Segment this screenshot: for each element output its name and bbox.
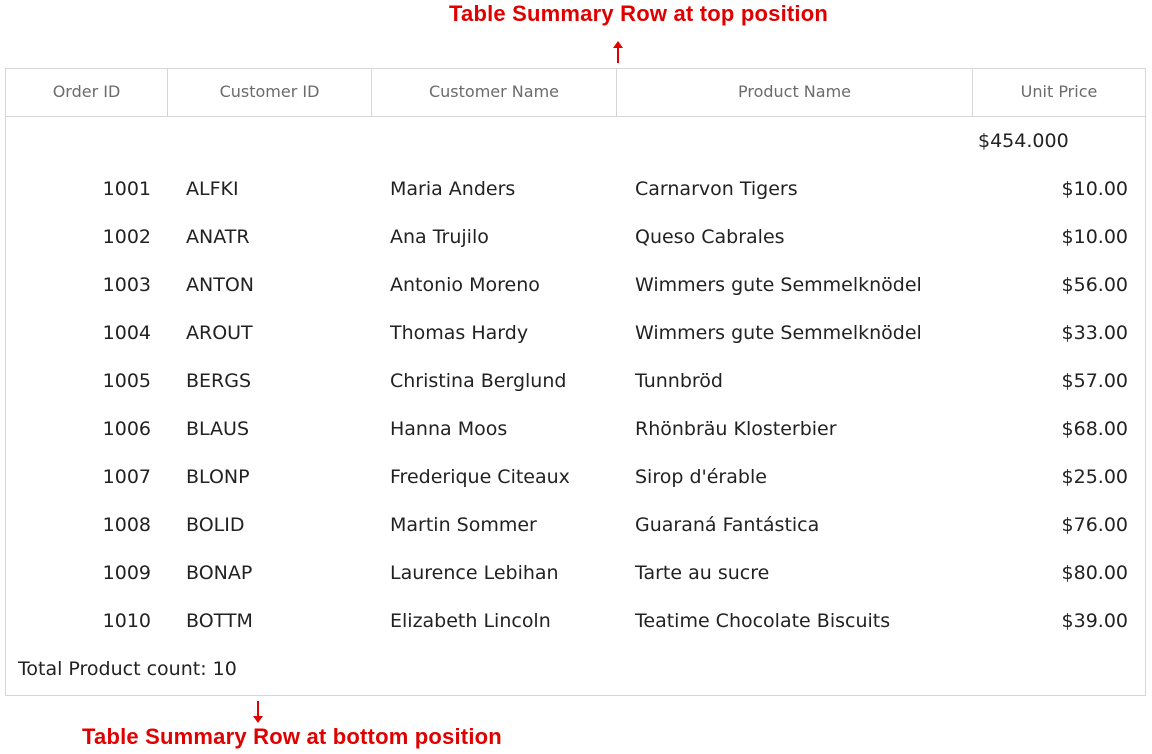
unit-price-cell[interactable]: $39.00 xyxy=(1061,610,1128,632)
unit-price-cell[interactable]: $33.00 xyxy=(1061,322,1128,344)
unit-price-cell[interactable]: $57.00 xyxy=(1061,370,1128,392)
order-id-cell[interactable]: 1001 xyxy=(102,178,151,200)
top-summary-annotation: Table Summary Row at top position xyxy=(449,1,828,26)
customer-id-cell[interactable]: BLONP xyxy=(186,466,250,488)
customer-id-cell[interactable]: ANTON xyxy=(186,274,254,296)
customer-name-cell[interactable]: Antonio Moreno xyxy=(390,274,540,296)
table-row[interactable]: 1006 BLAUS Hanna Moos Rhönbräu Klosterbi… xyxy=(6,405,1145,453)
table-row[interactable]: 1004 AROUT Thomas Hardy Wimmers gute Sem… xyxy=(6,309,1145,357)
order-id-cell[interactable]: 1003 xyxy=(102,274,151,296)
order-id-cell[interactable]: 1010 xyxy=(102,610,151,632)
customer-name-cell[interactable]: Christina Berglund xyxy=(390,370,567,392)
customer-name-cell[interactable]: Ana Trujilo xyxy=(390,226,489,248)
unit-price-cell[interactable]: $76.00 xyxy=(1061,514,1128,536)
customer-id-cell[interactable]: BOLID xyxy=(186,514,245,536)
product-name-cell[interactable]: Wimmers gute Semmelknödel xyxy=(635,322,922,344)
customer-id-cell[interactable]: ANATR xyxy=(186,226,250,248)
grid-body: 1001 ALFKI Maria Anders Carnarvon Tigers… xyxy=(6,165,1145,645)
order-id-cell[interactable]: 1007 xyxy=(102,466,151,488)
unit-price-cell[interactable]: $68.00 xyxy=(1061,418,1128,440)
order-id-cell[interactable]: 1009 xyxy=(102,562,151,584)
product-name-cell[interactable]: Teatime Chocolate Biscuits xyxy=(635,610,891,632)
unit-price-cell[interactable]: $10.00 xyxy=(1061,178,1128,200)
customer-id-cell[interactable]: BONAP xyxy=(186,562,253,584)
product-name-cell[interactable]: Carnarvon Tigers xyxy=(635,178,798,200)
table-row[interactable]: 1007 BLONP Frederique Citeaux Sirop d'ér… xyxy=(6,453,1145,501)
customer-name-cell[interactable]: Maria Anders xyxy=(390,178,516,200)
table-row[interactable]: 1010 BOTTM Elizabeth Lincoln Teatime Cho… xyxy=(6,597,1145,645)
product-name-cell[interactable]: Tarte au sucre xyxy=(635,562,770,584)
customer-name-cell[interactable]: Laurence Lebihan xyxy=(390,562,559,584)
customer-id-cell[interactable]: ALFKI xyxy=(186,178,239,200)
product-name-cell[interactable]: Rhönbräu Klosterbier xyxy=(635,418,837,440)
table-row[interactable]: 1005 BERGS Christina Berglund Tunnbröd $… xyxy=(6,357,1145,405)
customer-name-cell[interactable]: Hanna Moos xyxy=(390,418,508,440)
order-id-cell[interactable]: 1008 xyxy=(102,514,151,536)
customer-name-cell[interactable]: Elizabeth Lincoln xyxy=(390,610,551,632)
unit-price-cell[interactable]: $80.00 xyxy=(1061,562,1128,584)
column-header-unit-price[interactable]: Unit Price xyxy=(1020,82,1098,101)
arrow-up-icon xyxy=(613,41,623,63)
arrow-down-icon xyxy=(253,701,263,723)
customer-id-cell[interactable]: BERGS xyxy=(186,370,252,392)
unit-price-cell[interactable]: $56.00 xyxy=(1061,274,1128,296)
column-header-customer-id[interactable]: Customer ID xyxy=(168,69,372,116)
bottom-summary-row: Total Product count: 10 xyxy=(18,658,237,680)
product-name-cell[interactable]: Wimmers gute Semmelknödel xyxy=(635,274,922,296)
unit-price-cell[interactable]: $25.00 xyxy=(1061,466,1128,488)
table-row[interactable]: 1009 BONAP Laurence Lebihan Tarte au suc… xyxy=(6,549,1145,597)
product-name-cell[interactable]: Tunnbröd xyxy=(635,370,723,392)
customer-id-cell[interactable]: BLAUS xyxy=(186,418,250,440)
customer-id-cell[interactable]: BOTTM xyxy=(186,610,253,632)
customer-id-cell[interactable]: AROUT xyxy=(186,322,253,344)
order-id-cell[interactable]: 1005 xyxy=(102,370,151,392)
column-header-customer-name[interactable]: Customer Name xyxy=(372,69,617,116)
data-grid: Order ID Customer ID Customer Name Produ… xyxy=(5,68,1146,696)
product-name-cell[interactable]: Sirop d'érable xyxy=(635,466,767,488)
table-row[interactable]: 1003 ANTON Antonio Moreno Wimmers gute S… xyxy=(6,261,1145,309)
top-summary-row-value: $454.000 xyxy=(978,130,1069,152)
customer-name-cell[interactable]: Frederique Citeaux xyxy=(390,466,570,488)
customer-name-cell[interactable]: Thomas Hardy xyxy=(390,322,529,344)
bottom-summary-annotation: Table Summary Row at bottom position xyxy=(82,724,502,749)
header-row: Order ID Customer ID Customer Name Produ… xyxy=(6,69,1145,117)
table-row[interactable]: 1002 ANATR Ana Trujilo Queso Cabrales $1… xyxy=(6,213,1145,261)
product-name-cell[interactable]: Guaraná Fantástica xyxy=(635,514,820,536)
table-row[interactable]: 1008 BOLID Martin Sommer Guaraná Fantást… xyxy=(6,501,1145,549)
order-id-cell[interactable]: 1006 xyxy=(102,418,151,440)
product-name-cell[interactable]: Queso Cabrales xyxy=(635,226,785,248)
order-id-cell[interactable]: 1004 xyxy=(102,322,151,344)
table-row[interactable]: 1001 ALFKI Maria Anders Carnarvon Tigers… xyxy=(6,165,1145,213)
column-header-order-id[interactable]: Order ID xyxy=(6,69,168,116)
customer-name-cell[interactable]: Martin Sommer xyxy=(390,514,537,536)
order-id-cell[interactable]: 1002 xyxy=(102,226,151,248)
unit-price-cell[interactable]: $10.00 xyxy=(1061,226,1128,248)
column-header-product-name[interactable]: Product Name xyxy=(617,69,973,116)
